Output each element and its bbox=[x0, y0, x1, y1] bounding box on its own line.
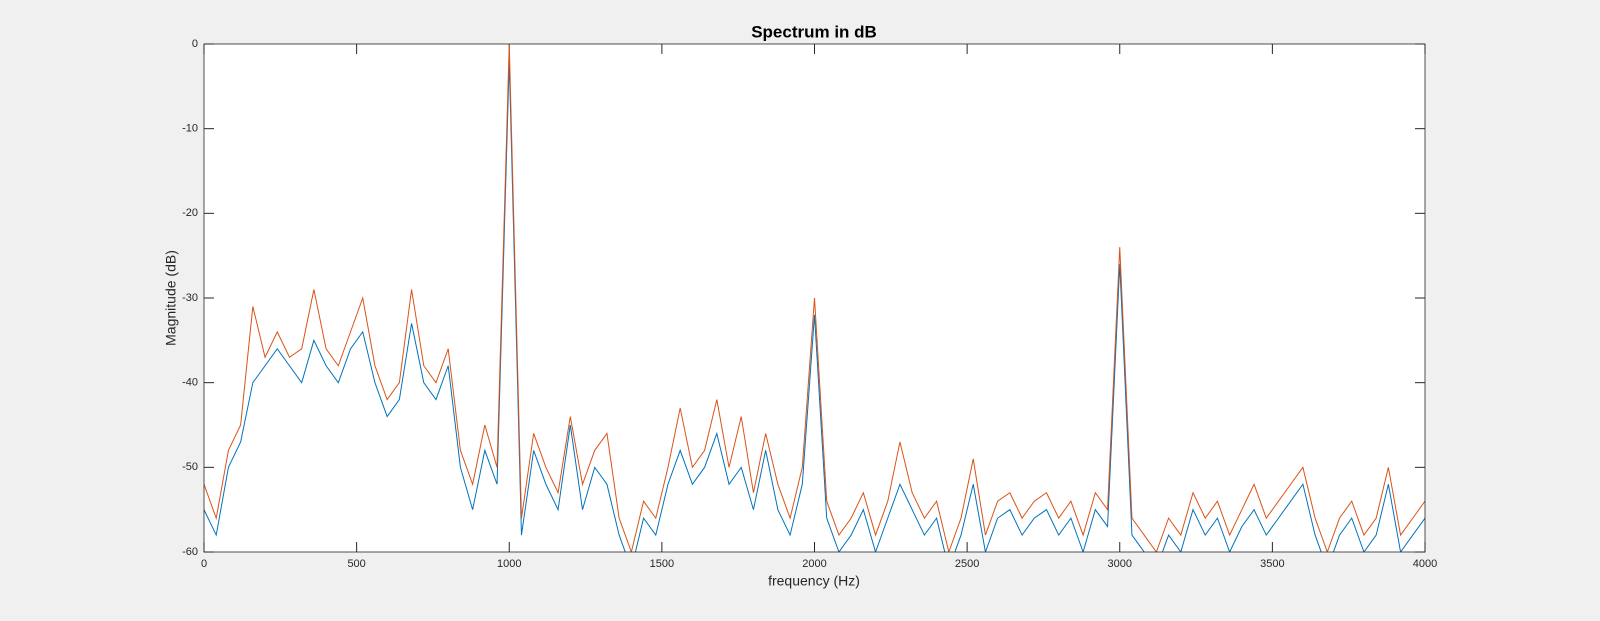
y-tick-label: -10 bbox=[182, 123, 198, 135]
y-tick-label: -40 bbox=[182, 377, 198, 389]
series-line bbox=[204, 44, 1425, 552]
y-tick-label: -50 bbox=[182, 461, 198, 473]
x-tick-label: 3000 bbox=[1108, 558, 1132, 570]
y-tick-label: -60 bbox=[182, 546, 198, 558]
x-tick-label: 500 bbox=[347, 558, 365, 570]
x-tick-label: 3500 bbox=[1260, 558, 1284, 570]
axes-box bbox=[203, 43, 1426, 553]
y-tick-label: -30 bbox=[182, 292, 198, 304]
x-tick-label: 4000 bbox=[1413, 558, 1437, 570]
y-axis-label: Magnitude (dB) bbox=[163, 250, 179, 346]
x-tick-label: 1500 bbox=[650, 558, 674, 570]
series-line bbox=[204, 60, 1425, 552]
chart-title: Spectrum in dB bbox=[751, 22, 877, 41]
x-axis-label: frequency (Hz) bbox=[768, 573, 860, 589]
x-tick-label: 2500 bbox=[955, 558, 979, 570]
x-tick-label: 0 bbox=[201, 558, 207, 570]
y-tick-label: -20 bbox=[182, 207, 198, 219]
x-tick-label: 1000 bbox=[497, 558, 521, 570]
y-tick-label: 0 bbox=[192, 38, 198, 50]
x-tick-label: 2000 bbox=[802, 558, 826, 570]
